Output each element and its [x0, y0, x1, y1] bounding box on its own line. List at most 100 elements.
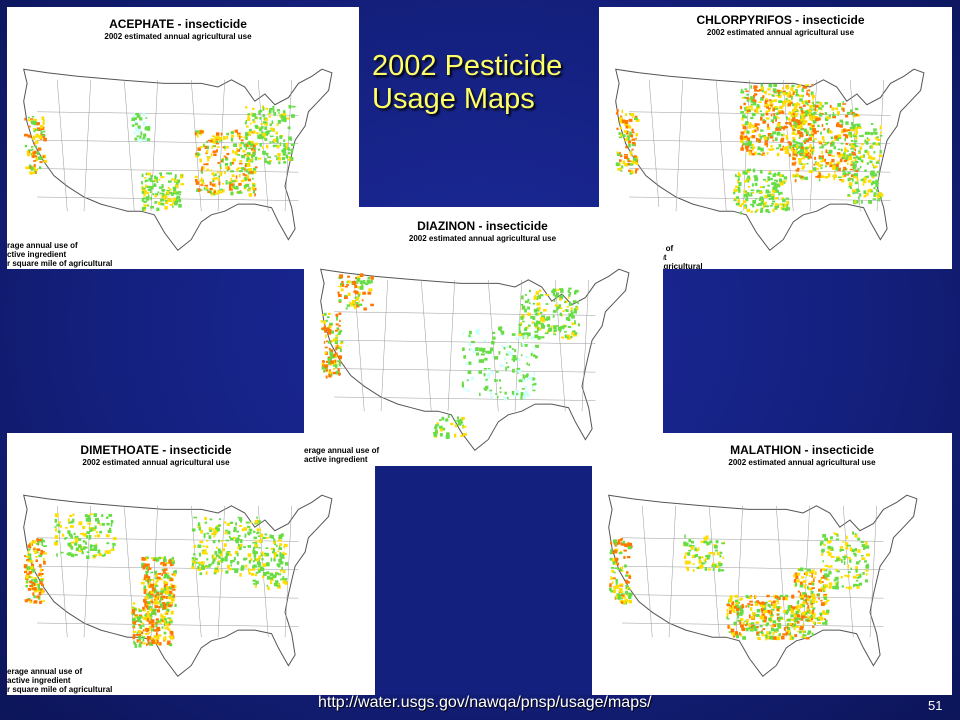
usage-pixel	[792, 157, 796, 161]
usage-pixel	[762, 205, 765, 209]
usage-pixel	[798, 94, 803, 98]
usage-pixel	[746, 93, 749, 96]
usage-pixel	[478, 370, 482, 374]
usage-pixel	[246, 152, 251, 155]
usage-pixel	[249, 171, 254, 174]
usage-pixel	[764, 140, 769, 142]
usage-pixel	[827, 154, 832, 156]
usage-pixel	[807, 569, 811, 572]
slide-title-line-1: 2002 Pesticide	[372, 50, 563, 82]
usage-pixel	[613, 585, 617, 590]
usage-pixel	[813, 114, 815, 119]
slide-number: 51	[928, 698, 943, 713]
usage-pixel	[283, 143, 286, 147]
usage-pixel	[570, 310, 573, 312]
usage-pixel	[155, 635, 160, 640]
usage-pixel	[794, 124, 797, 128]
usage-pixel	[756, 104, 760, 108]
usage-pixel	[836, 556, 840, 559]
usage-pixel	[864, 149, 868, 153]
usage-pixel	[726, 618, 730, 620]
usage-pixel	[555, 303, 557, 306]
usage-pixel	[159, 186, 163, 189]
usage-pixel	[145, 136, 147, 141]
usage-pixel	[775, 190, 779, 193]
usage-pixel	[763, 136, 768, 140]
usage-pixel	[799, 142, 803, 145]
usage-pixel	[621, 165, 624, 169]
usage-pixel	[871, 144, 874, 149]
usage-pixel	[213, 530, 217, 535]
usage-pixel	[110, 548, 115, 551]
usage-pixel	[328, 324, 332, 329]
usage-pixel	[209, 187, 213, 191]
usage-pixel	[632, 158, 637, 162]
usage-pixel	[848, 156, 853, 160]
usage-pixel	[741, 627, 745, 632]
usage-pixel	[355, 277, 358, 280]
usage-pixel	[191, 528, 196, 532]
source-url-link[interactable]: http://water.usgs.gov/nawqa/pnsp/usage/m…	[318, 694, 652, 711]
usage-pixel	[817, 622, 821, 624]
usage-pixel	[839, 549, 842, 552]
usage-pixel	[54, 541, 58, 546]
usage-pixel	[269, 141, 272, 144]
usage-pixel	[518, 336, 521, 339]
usage-pixel	[225, 529, 228, 532]
usage-pixel	[279, 543, 283, 546]
usage-pixel	[787, 627, 791, 631]
usage-pixel	[769, 101, 772, 104]
usage-pixel	[215, 138, 220, 141]
usage-pixel	[268, 572, 271, 575]
usage-pixel	[199, 146, 203, 148]
usage-pixel	[635, 118, 640, 122]
usage-pixel	[89, 544, 93, 549]
usage-pixel	[139, 615, 143, 619]
usage-pixel	[859, 135, 863, 137]
usage-pixel	[31, 148, 34, 151]
usage-pixel	[41, 590, 44, 594]
usage-pixel	[273, 138, 277, 143]
usage-pixel	[831, 155, 835, 157]
usage-pixel	[498, 326, 503, 330]
usage-pixel	[833, 579, 836, 582]
usage-pixel	[825, 619, 828, 623]
usage-pixel	[865, 573, 868, 576]
usage-pixel	[792, 147, 795, 150]
usage-pixel	[744, 620, 747, 622]
usage-pixel	[355, 282, 359, 284]
usage-pixel	[826, 128, 830, 133]
usage-pixel	[780, 635, 785, 640]
usage-pixel	[776, 606, 780, 609]
usage-pixel	[800, 108, 804, 112]
usage-pixel	[736, 604, 739, 608]
usage-pixel	[774, 106, 778, 109]
usage-pixel	[797, 568, 800, 570]
usage-pixel	[230, 177, 233, 182]
usage-pixel	[556, 325, 559, 327]
usage-pixel	[617, 594, 621, 598]
usage-pixel	[619, 120, 622, 123]
usage-pixel	[152, 626, 155, 629]
usage-pixel	[849, 144, 853, 146]
usage-pixel	[172, 588, 176, 591]
usage-pixel	[177, 191, 182, 194]
state-boundary-line	[217, 505, 225, 638]
usage-pixel	[781, 174, 785, 178]
usage-pixel	[155, 624, 158, 628]
usage-pixel	[211, 533, 215, 535]
usage-pixel	[207, 565, 211, 568]
usage-pixel	[772, 600, 776, 604]
usage-pixel	[553, 329, 557, 332]
usage-pixel	[216, 568, 220, 573]
usage-pixel	[486, 369, 491, 372]
usage-pixel	[615, 584, 620, 589]
usage-pixel	[781, 126, 785, 129]
usage-pixel	[619, 159, 622, 162]
usage-pixel	[777, 93, 781, 96]
usage-pixel	[483, 368, 487, 370]
usage-pixel	[865, 579, 868, 583]
usage-pixel	[110, 520, 114, 524]
usage-pixel	[526, 336, 529, 339]
usage-pixel	[328, 371, 332, 374]
